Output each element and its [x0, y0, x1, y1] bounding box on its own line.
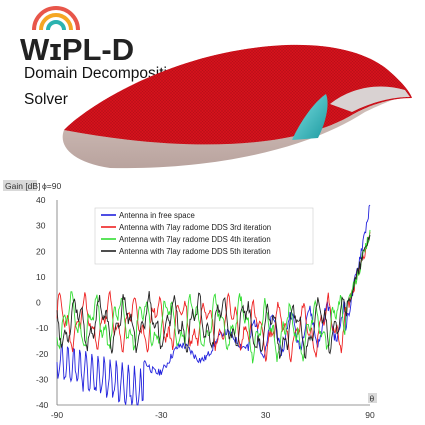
logo-caption-line2: Solver: [24, 91, 68, 108]
radome-model-view: [62, 44, 412, 169]
y-axis-label-bg: [3, 180, 37, 191]
legend: Antenna in free space Antenna with 7lay r…: [94, 207, 314, 265]
y-tick-label: 30: [36, 221, 46, 231]
y-ticks: 40 30 20 10 0 -10 -20 -30 -40: [36, 195, 49, 410]
legend-label: Antenna with 7lay radome DDS 5th iterati…: [119, 247, 271, 256]
legend-label: Antenna in free space: [119, 211, 195, 220]
y-tick-label: -30: [36, 374, 49, 384]
logo-caption-line1: Domain Decomposition: [24, 65, 185, 82]
x-tick-label: 30: [261, 410, 271, 420]
x-ticks: -90 -30 30 90: [51, 410, 375, 420]
logo-arc-inner: [46, 20, 66, 31]
series-lines: [56, 204, 371, 406]
x-axis-label-bg: [368, 393, 377, 403]
series-line-3: [56, 229, 371, 364]
series-line-4: [56, 234, 371, 359]
legend-label: Antenna with 7lay radome DDS 4th iterati…: [119, 235, 271, 244]
y-tick-label: -40: [36, 400, 49, 410]
legend-box: [94, 207, 314, 265]
series-line-2: [56, 231, 371, 363]
logo-arc-outer: [32, 6, 80, 31]
y-tick-label: -10: [36, 323, 49, 333]
y-tick-label: -20: [36, 349, 49, 359]
antenna-element: [292, 94, 328, 140]
x-tick-label: -30: [155, 410, 168, 420]
y-tick-label: 0: [36, 298, 41, 308]
radome-inner-mesh: [330, 86, 410, 112]
x-axis-label: θ: [370, 394, 375, 404]
logo-arc-middle: [39, 13, 73, 31]
wipl-d-logo: WɪPL-D: [20, 6, 134, 64]
chart-annotation: ϕ=90: [42, 181, 61, 191]
y-axis-label: Gain [dB]: [5, 181, 40, 191]
x-tick-label: -90: [51, 410, 64, 420]
y-tick-label: 40: [36, 195, 46, 205]
y-tick-label: 10: [36, 272, 46, 282]
y-tick-label: 20: [36, 246, 46, 256]
legend-label: Antenna with 7lay radome DDS 3rd iterati…: [119, 223, 271, 232]
x-tick-label: 90: [365, 410, 375, 420]
logo-wordmark: WɪPL-D: [20, 32, 134, 64]
